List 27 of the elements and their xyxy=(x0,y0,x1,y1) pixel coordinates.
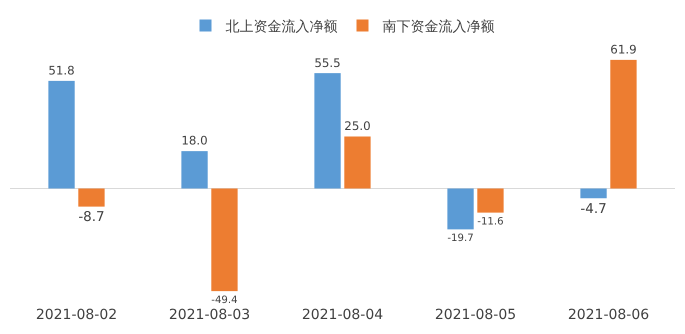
data-label: -4.7 xyxy=(580,200,607,217)
x-tick-label: 2021-08-05 xyxy=(434,307,516,323)
x-tick-label: 2021-08-06 xyxy=(568,307,650,323)
legend-label: 南下资金流入净额 xyxy=(382,18,494,35)
bar xyxy=(477,188,504,213)
bar xyxy=(344,136,371,188)
bar xyxy=(78,188,105,207)
x-tick-label: 2021-08-02 xyxy=(36,307,118,323)
bar xyxy=(211,188,238,292)
bar xyxy=(610,60,637,188)
bar xyxy=(447,188,474,230)
data-label: 61.9 xyxy=(610,42,637,56)
x-tick-label: 2021-08-04 xyxy=(302,307,384,323)
data-label: 55.5 xyxy=(314,56,341,70)
data-label: -11.6 xyxy=(477,216,504,228)
bar xyxy=(48,80,75,188)
x-tick-label: 2021-08-03 xyxy=(168,307,250,323)
data-label: -8.7 xyxy=(78,209,105,226)
data-label: 25.0 xyxy=(344,119,371,134)
legend-label: 北上资金流入净额 xyxy=(226,18,338,35)
bar xyxy=(580,188,607,198)
data-label: -19.7 xyxy=(447,233,474,244)
data-label: 51.8 xyxy=(48,63,75,78)
bar xyxy=(181,151,208,188)
data-label: -49.4 xyxy=(211,294,238,306)
data-label: 18.0 xyxy=(181,134,208,148)
bar xyxy=(314,73,341,188)
